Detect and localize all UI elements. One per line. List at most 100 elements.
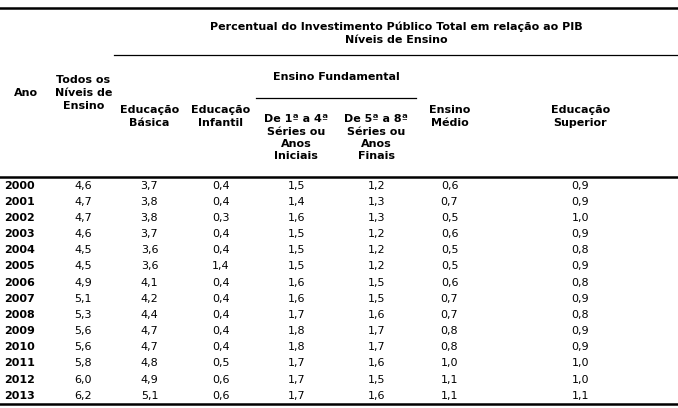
Text: 1,6: 1,6 bbox=[287, 277, 305, 288]
Text: 2010: 2010 bbox=[4, 342, 35, 353]
Text: 6,0: 6,0 bbox=[75, 375, 92, 385]
Text: 5,1: 5,1 bbox=[141, 391, 158, 401]
Text: 3,6: 3,6 bbox=[141, 262, 158, 271]
Text: 1,6: 1,6 bbox=[367, 310, 385, 320]
Text: 1,5: 1,5 bbox=[287, 262, 305, 271]
Text: 0,4: 0,4 bbox=[212, 294, 229, 304]
Text: 0,4: 0,4 bbox=[212, 197, 229, 207]
Text: 1,4: 1,4 bbox=[212, 262, 229, 271]
Text: 2007: 2007 bbox=[4, 294, 35, 304]
Text: 0,4: 0,4 bbox=[212, 310, 229, 320]
Text: 0,8: 0,8 bbox=[441, 342, 458, 353]
Text: 4,7: 4,7 bbox=[140, 342, 159, 353]
Text: 4,6: 4,6 bbox=[75, 229, 92, 239]
Text: Ensino
Médio: Ensino Médio bbox=[428, 105, 471, 128]
Text: 1,6: 1,6 bbox=[287, 213, 305, 223]
Text: 1,6: 1,6 bbox=[287, 294, 305, 304]
Text: 1,1: 1,1 bbox=[441, 375, 458, 385]
Text: 2006: 2006 bbox=[4, 277, 35, 288]
Text: 2011: 2011 bbox=[4, 359, 35, 368]
Text: 1,2: 1,2 bbox=[367, 181, 385, 191]
Text: 2012: 2012 bbox=[4, 375, 35, 385]
Text: 0,4: 0,4 bbox=[212, 181, 229, 191]
Text: 5,3: 5,3 bbox=[75, 310, 92, 320]
Text: Ano: Ano bbox=[14, 88, 39, 98]
Text: 0,6: 0,6 bbox=[212, 375, 229, 385]
Text: 4,6: 4,6 bbox=[75, 181, 92, 191]
Text: 1,5: 1,5 bbox=[367, 294, 385, 304]
Text: 2001: 2001 bbox=[4, 197, 35, 207]
Text: 0,6: 0,6 bbox=[441, 229, 458, 239]
Text: 1,2: 1,2 bbox=[367, 229, 385, 239]
Text: 4,5: 4,5 bbox=[75, 245, 92, 255]
Text: 1,7: 1,7 bbox=[287, 310, 305, 320]
Text: 1,3: 1,3 bbox=[367, 213, 385, 223]
Text: 5,8: 5,8 bbox=[75, 359, 92, 368]
Text: 5,6: 5,6 bbox=[75, 342, 92, 353]
Text: 0,8: 0,8 bbox=[572, 310, 589, 320]
Text: 2008: 2008 bbox=[4, 310, 35, 320]
Text: 0,4: 0,4 bbox=[212, 326, 229, 336]
Text: 2013: 2013 bbox=[4, 391, 35, 401]
Text: 1,7: 1,7 bbox=[287, 391, 305, 401]
Text: 0,6: 0,6 bbox=[441, 181, 458, 191]
Text: 4,9: 4,9 bbox=[140, 375, 159, 385]
Text: 5,6: 5,6 bbox=[75, 326, 92, 336]
Text: 0,8: 0,8 bbox=[572, 277, 589, 288]
Text: 1,4: 1,4 bbox=[287, 197, 305, 207]
Text: 3,7: 3,7 bbox=[141, 229, 158, 239]
Text: 1,5: 1,5 bbox=[287, 181, 305, 191]
Text: 1,5: 1,5 bbox=[367, 277, 385, 288]
Text: De 1ª a 4ª
Séries ou
Anos
Iniciais: De 1ª a 4ª Séries ou Anos Iniciais bbox=[264, 114, 328, 161]
Text: 1,5: 1,5 bbox=[287, 245, 305, 255]
Text: 4,1: 4,1 bbox=[141, 277, 158, 288]
Text: 2004: 2004 bbox=[4, 245, 35, 255]
Text: Educação
Superior: Educação Superior bbox=[551, 105, 610, 128]
Text: 0,6: 0,6 bbox=[212, 391, 229, 401]
Text: 1,5: 1,5 bbox=[287, 229, 305, 239]
Text: 1,7: 1,7 bbox=[367, 342, 385, 353]
Text: Educação
Infantil: Educação Infantil bbox=[191, 105, 250, 128]
Text: 0,9: 0,9 bbox=[572, 294, 589, 304]
Text: 0,3: 0,3 bbox=[212, 213, 229, 223]
Text: 1,2: 1,2 bbox=[367, 245, 385, 255]
Text: 1,7: 1,7 bbox=[287, 359, 305, 368]
Text: 1,8: 1,8 bbox=[287, 326, 305, 336]
Text: 0,8: 0,8 bbox=[572, 245, 589, 255]
Text: 1,0: 1,0 bbox=[572, 375, 589, 385]
Text: 0,9: 0,9 bbox=[572, 262, 589, 271]
Text: 0,5: 0,5 bbox=[441, 245, 458, 255]
Text: De 5ª a 8ª
Séries ou
Anos
Finais: De 5ª a 8ª Séries ou Anos Finais bbox=[344, 114, 408, 161]
Text: 4,4: 4,4 bbox=[140, 310, 159, 320]
Text: 0,9: 0,9 bbox=[572, 326, 589, 336]
Text: 4,8: 4,8 bbox=[140, 359, 159, 368]
Text: 0,6: 0,6 bbox=[441, 277, 458, 288]
Text: 4,9: 4,9 bbox=[75, 277, 92, 288]
Text: 3,8: 3,8 bbox=[141, 197, 158, 207]
Text: 0,9: 0,9 bbox=[572, 229, 589, 239]
Text: 1,3: 1,3 bbox=[367, 197, 385, 207]
Text: 0,9: 0,9 bbox=[572, 197, 589, 207]
Text: 3,7: 3,7 bbox=[141, 181, 158, 191]
Text: 0,7: 0,7 bbox=[441, 197, 458, 207]
Text: 4,2: 4,2 bbox=[140, 294, 159, 304]
Text: 2005: 2005 bbox=[4, 262, 35, 271]
Text: 0,7: 0,7 bbox=[441, 310, 458, 320]
Text: 1,7: 1,7 bbox=[287, 375, 305, 385]
Text: 3,6: 3,6 bbox=[141, 245, 158, 255]
Text: 0,7: 0,7 bbox=[441, 294, 458, 304]
Text: 0,4: 0,4 bbox=[212, 245, 229, 255]
Text: 4,5: 4,5 bbox=[75, 262, 92, 271]
Text: 0,5: 0,5 bbox=[212, 359, 229, 368]
Text: 6,2: 6,2 bbox=[75, 391, 92, 401]
Text: Educação
Básica: Educação Básica bbox=[120, 105, 179, 128]
Text: 0,4: 0,4 bbox=[212, 277, 229, 288]
Text: 1,1: 1,1 bbox=[441, 391, 458, 401]
Text: 4,7: 4,7 bbox=[75, 213, 92, 223]
Text: 2003: 2003 bbox=[4, 229, 35, 239]
Text: 2002: 2002 bbox=[4, 213, 35, 223]
Text: Todos os
Níveis de
Ensino: Todos os Níveis de Ensino bbox=[55, 75, 112, 111]
Text: 4,7: 4,7 bbox=[75, 197, 92, 207]
Text: Ensino Fundamental: Ensino Fundamental bbox=[273, 71, 399, 82]
Text: 2009: 2009 bbox=[4, 326, 35, 336]
